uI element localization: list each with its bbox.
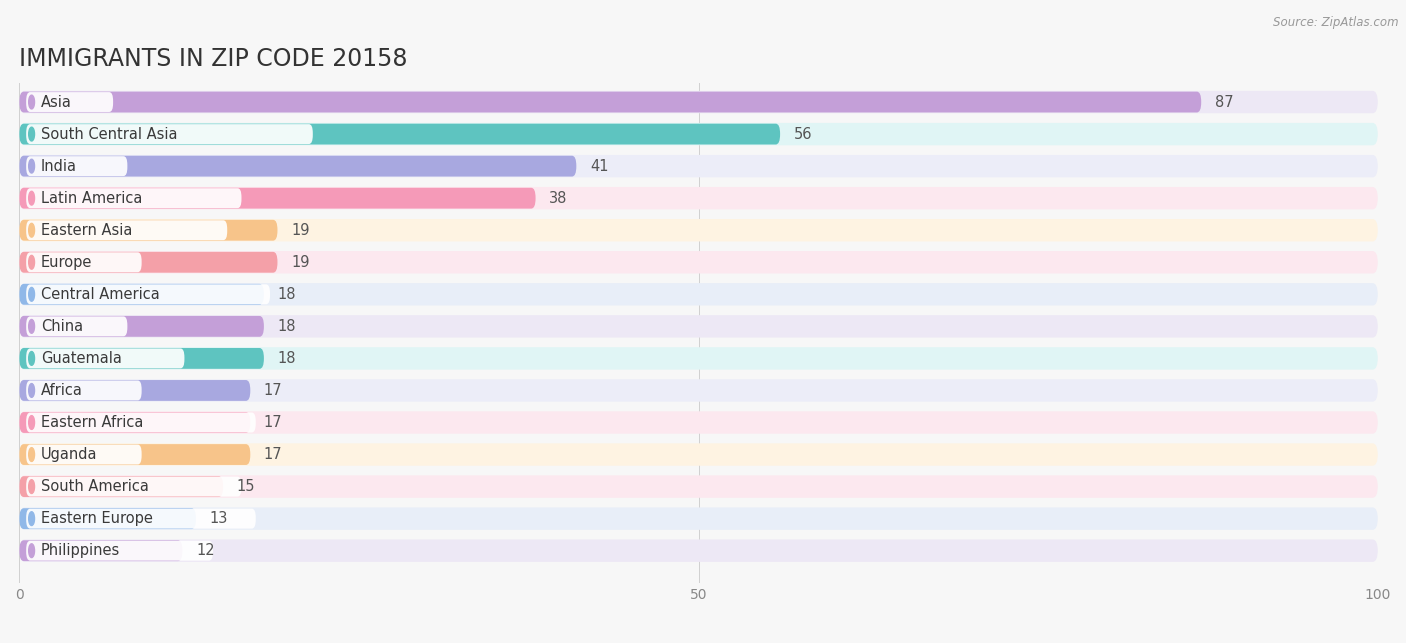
Text: South Central Asia: South Central Asia bbox=[41, 127, 177, 141]
FancyBboxPatch shape bbox=[27, 444, 142, 464]
Text: Eastern Asia: Eastern Asia bbox=[41, 222, 132, 238]
FancyBboxPatch shape bbox=[27, 381, 142, 401]
FancyBboxPatch shape bbox=[20, 123, 780, 145]
Text: 56: 56 bbox=[793, 127, 813, 141]
FancyBboxPatch shape bbox=[20, 444, 250, 465]
Text: China: China bbox=[41, 319, 83, 334]
FancyBboxPatch shape bbox=[20, 91, 1378, 113]
Text: Source: ZipAtlas.com: Source: ZipAtlas.com bbox=[1274, 16, 1399, 29]
Text: 17: 17 bbox=[264, 415, 283, 430]
FancyBboxPatch shape bbox=[20, 155, 1378, 177]
FancyBboxPatch shape bbox=[27, 413, 256, 433]
Circle shape bbox=[28, 320, 35, 333]
Text: 12: 12 bbox=[195, 543, 215, 558]
FancyBboxPatch shape bbox=[27, 476, 242, 496]
FancyBboxPatch shape bbox=[20, 220, 277, 240]
Text: Philippines: Philippines bbox=[41, 543, 121, 558]
FancyBboxPatch shape bbox=[27, 124, 312, 144]
Text: 18: 18 bbox=[277, 319, 297, 334]
FancyBboxPatch shape bbox=[27, 284, 270, 304]
Text: Guatemala: Guatemala bbox=[41, 351, 122, 366]
FancyBboxPatch shape bbox=[27, 221, 228, 240]
FancyBboxPatch shape bbox=[20, 412, 1378, 434]
Circle shape bbox=[28, 384, 35, 397]
Text: 17: 17 bbox=[264, 447, 283, 462]
Circle shape bbox=[28, 95, 35, 109]
Text: Europe: Europe bbox=[41, 255, 93, 270]
Text: 13: 13 bbox=[209, 511, 228, 526]
FancyBboxPatch shape bbox=[27, 188, 242, 208]
Circle shape bbox=[28, 191, 35, 205]
Text: IMMIGRANTS IN ZIP CODE 20158: IMMIGRANTS IN ZIP CODE 20158 bbox=[20, 47, 408, 71]
Text: Africa: Africa bbox=[41, 383, 83, 398]
Text: 41: 41 bbox=[591, 159, 609, 174]
FancyBboxPatch shape bbox=[27, 541, 212, 561]
Text: Central America: Central America bbox=[41, 287, 160, 302]
FancyBboxPatch shape bbox=[20, 187, 1378, 210]
FancyBboxPatch shape bbox=[20, 539, 1378, 562]
Circle shape bbox=[28, 448, 35, 462]
FancyBboxPatch shape bbox=[20, 540, 183, 561]
FancyBboxPatch shape bbox=[20, 283, 1378, 305]
FancyBboxPatch shape bbox=[20, 315, 1378, 338]
Text: Latin America: Latin America bbox=[41, 191, 142, 206]
Text: 15: 15 bbox=[236, 479, 256, 494]
Text: Asia: Asia bbox=[41, 95, 72, 109]
Circle shape bbox=[28, 512, 35, 525]
FancyBboxPatch shape bbox=[20, 188, 536, 208]
Circle shape bbox=[28, 223, 35, 237]
Text: 38: 38 bbox=[550, 191, 568, 206]
FancyBboxPatch shape bbox=[20, 156, 576, 177]
Circle shape bbox=[28, 127, 35, 141]
Text: 18: 18 bbox=[277, 351, 297, 366]
FancyBboxPatch shape bbox=[20, 347, 1378, 370]
Text: South America: South America bbox=[41, 479, 149, 494]
FancyBboxPatch shape bbox=[20, 284, 264, 305]
FancyBboxPatch shape bbox=[20, 252, 277, 273]
FancyBboxPatch shape bbox=[20, 507, 1378, 530]
FancyBboxPatch shape bbox=[20, 475, 1378, 498]
FancyBboxPatch shape bbox=[20, 380, 250, 401]
FancyBboxPatch shape bbox=[20, 476, 224, 497]
Text: 87: 87 bbox=[1215, 95, 1233, 109]
Text: 19: 19 bbox=[291, 222, 309, 238]
FancyBboxPatch shape bbox=[20, 219, 1378, 241]
Text: Eastern Africa: Eastern Africa bbox=[41, 415, 143, 430]
FancyBboxPatch shape bbox=[20, 443, 1378, 466]
Circle shape bbox=[28, 255, 35, 269]
FancyBboxPatch shape bbox=[20, 92, 1201, 113]
Text: 18: 18 bbox=[277, 287, 297, 302]
Circle shape bbox=[28, 287, 35, 301]
FancyBboxPatch shape bbox=[27, 316, 128, 336]
FancyBboxPatch shape bbox=[27, 92, 112, 112]
Text: 19: 19 bbox=[291, 255, 309, 270]
FancyBboxPatch shape bbox=[27, 509, 256, 529]
FancyBboxPatch shape bbox=[20, 412, 250, 433]
Text: 17: 17 bbox=[264, 383, 283, 398]
FancyBboxPatch shape bbox=[20, 123, 1378, 145]
Circle shape bbox=[28, 480, 35, 493]
FancyBboxPatch shape bbox=[20, 316, 264, 337]
FancyBboxPatch shape bbox=[20, 251, 1378, 273]
Text: Uganda: Uganda bbox=[41, 447, 97, 462]
Text: Eastern Europe: Eastern Europe bbox=[41, 511, 153, 526]
Circle shape bbox=[28, 544, 35, 557]
FancyBboxPatch shape bbox=[20, 508, 195, 529]
FancyBboxPatch shape bbox=[27, 156, 128, 176]
FancyBboxPatch shape bbox=[20, 348, 264, 369]
FancyBboxPatch shape bbox=[20, 379, 1378, 402]
Text: India: India bbox=[41, 159, 77, 174]
Circle shape bbox=[28, 415, 35, 430]
FancyBboxPatch shape bbox=[27, 349, 184, 368]
Circle shape bbox=[28, 352, 35, 365]
FancyBboxPatch shape bbox=[27, 252, 142, 272]
Circle shape bbox=[28, 159, 35, 173]
